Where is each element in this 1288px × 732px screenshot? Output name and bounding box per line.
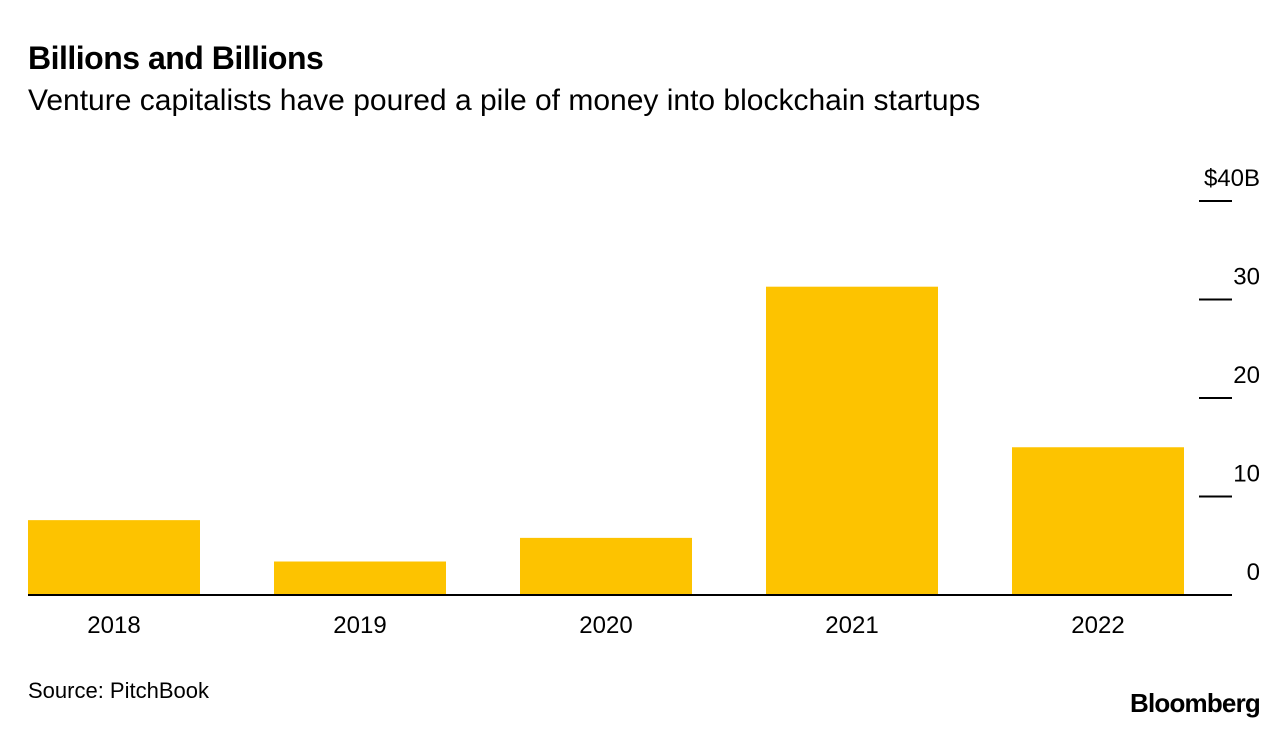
bloomberg-logo: Bloomberg (1129, 688, 1261, 718)
x-tick-label-2019: 2019 (333, 612, 386, 639)
bar-chart: 2018 2019 2020 2021 2022 0 10 20 30 $40B (28, 165, 1260, 639)
x-tick-label-2020: 2020 (579, 612, 632, 639)
y-tick-label-20: 20 (1233, 362, 1260, 389)
y-tick-label-10: 10 (1233, 461, 1260, 488)
x-tick-label-2018: 2018 (87, 612, 140, 639)
chart-title: Billions and Billions (28, 40, 324, 76)
y-tick-label-0: 0 (1247, 559, 1260, 586)
bar-2021 (766, 286, 938, 595)
source-note: Source: PitchBook (28, 678, 209, 703)
x-tick-label-2022: 2022 (1071, 612, 1124, 639)
y-tick-label-40: $40B (1204, 165, 1260, 192)
bar-2020 (520, 537, 692, 595)
x-tick-label-2021: 2021 (825, 612, 878, 639)
bar-2018 (28, 520, 200, 595)
y-tick-label-30: 30 (1233, 264, 1260, 291)
bar-2019 (274, 561, 446, 595)
bar-2022 (1012, 447, 1184, 595)
chart-subtitle: Venture capitalists have poured a pile o… (28, 84, 981, 117)
